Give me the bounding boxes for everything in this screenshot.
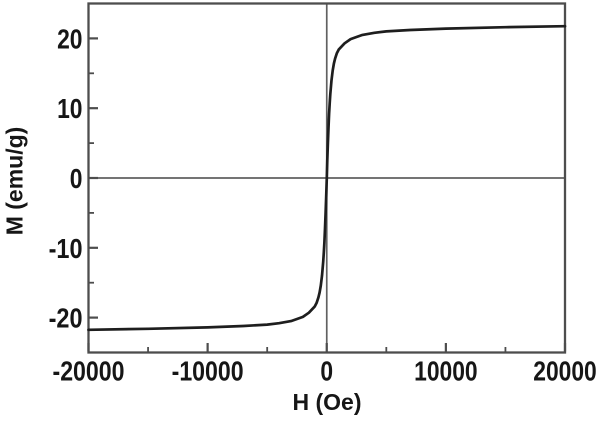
- x-tick-label: -10000: [172, 356, 244, 387]
- y-tick-label: -20: [49, 303, 83, 334]
- x-tick-label: 20000: [533, 356, 597, 387]
- plot-border: [87, 2, 567, 354]
- y-axis-title: M (emu/g): [2, 127, 28, 236]
- y-tick-label: -10: [49, 233, 83, 264]
- y-tick-label: 20: [57, 23, 82, 54]
- x-tick-label: -20000: [53, 356, 125, 387]
- x-tick-label: 0: [320, 356, 333, 387]
- y-tick-label: 10: [57, 93, 82, 124]
- y-tick-label: 0: [70, 163, 83, 194]
- magnetization-curve: [87, 24, 567, 332]
- x-tick-label: 10000: [414, 356, 478, 387]
- x-axis-title: H (Oe): [293, 389, 362, 415]
